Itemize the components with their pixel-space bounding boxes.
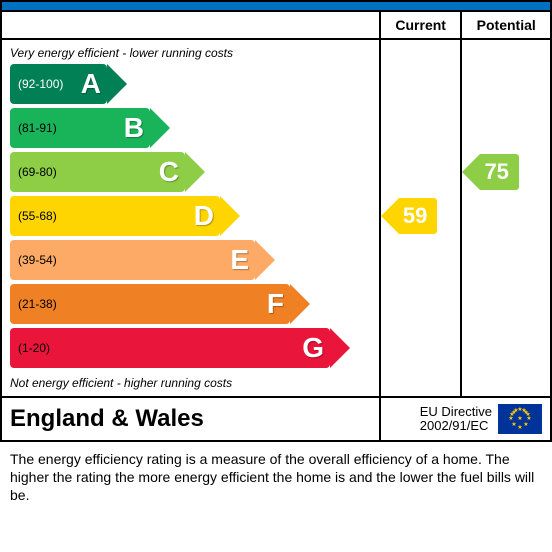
bar-a: (92-100) A	[10, 64, 107, 104]
bar-range-f: (21-38)	[18, 297, 57, 311]
bar-range-b: (81-91)	[18, 121, 57, 135]
subtitle-bottom: Not energy efficient - higher running co…	[2, 372, 379, 396]
subtitle-top: Very energy efficient - lower running co…	[2, 40, 379, 64]
chart-table: Current Potential Very energy efficient …	[0, 10, 552, 442]
footer-region-cell: England & Wales	[1, 397, 380, 441]
description-text: The energy efficiency rating is a measur…	[0, 442, 552, 513]
header-potential: Potential	[461, 11, 551, 39]
bar-letter-f: F	[267, 288, 284, 320]
bar-row-e: (39-54) E	[10, 240, 371, 280]
potential-value: 75	[484, 159, 508, 185]
chart-body-row: Very energy efficient - lower running co…	[1, 39, 551, 397]
bars-container: (92-100) A (81-91) B (69-80) C (55-68) D (39-54)…	[2, 64, 379, 368]
directive-text: EU Directive 2002/91/EC	[420, 405, 492, 434]
bar-letter-e: E	[230, 244, 249, 276]
footer-right: EU Directive 2002/91/EC	[389, 404, 542, 434]
bar-row-b: (81-91) B	[10, 108, 371, 148]
bar-range-g: (1-20)	[18, 341, 50, 355]
bar-d: (55-68) D	[10, 196, 220, 236]
bar-c: (69-80) C	[10, 152, 185, 192]
eu-flag-icon	[498, 404, 542, 434]
footer-row: England & Wales EU Directive 2002/91/EC	[1, 397, 551, 441]
bar-e: (39-54) E	[10, 240, 255, 280]
bars-cell: Very energy efficient - lower running co…	[1, 39, 380, 397]
directive-label: EU Directive	[420, 405, 492, 419]
footer-directive-cell: EU Directive 2002/91/EC	[380, 397, 551, 441]
bar-range-e: (39-54)	[18, 253, 57, 267]
bar-letter-b: B	[124, 112, 144, 144]
title-bar	[0, 0, 552, 10]
header-current: Current	[380, 11, 462, 39]
directive-number: 2002/91/EC	[420, 419, 492, 433]
current-value: 59	[403, 203, 427, 229]
bar-row-d: (55-68) D	[10, 196, 371, 236]
bar-letter-c: C	[159, 156, 179, 188]
bar-g: (1-20) G	[10, 328, 330, 368]
bar-f: (21-38) F	[10, 284, 290, 324]
bar-letter-g: G	[302, 332, 324, 364]
bar-row-a: (92-100) A	[10, 64, 371, 104]
bar-letter-a: A	[81, 68, 101, 100]
header-row: Current Potential	[1, 11, 551, 39]
bar-range-a: (92-100)	[18, 77, 63, 91]
bar-b: (81-91) B	[10, 108, 150, 148]
header-blank	[1, 11, 380, 39]
epc-chart: Current Potential Very energy efficient …	[0, 0, 552, 513]
bar-row-f: (21-38) F	[10, 284, 371, 324]
bar-range-d: (55-68)	[18, 209, 57, 223]
bar-letter-d: D	[194, 200, 214, 232]
potential-cell: 75	[461, 39, 551, 397]
potential-pointer: 75	[480, 154, 526, 190]
bar-row-g: (1-20) G	[10, 328, 371, 368]
bar-range-c: (69-80)	[18, 165, 57, 179]
current-cell: 59	[380, 39, 462, 397]
bar-row-c: (69-80) C	[10, 152, 371, 192]
footer-region: England & Wales	[10, 405, 204, 432]
current-pointer: 59	[399, 198, 445, 234]
